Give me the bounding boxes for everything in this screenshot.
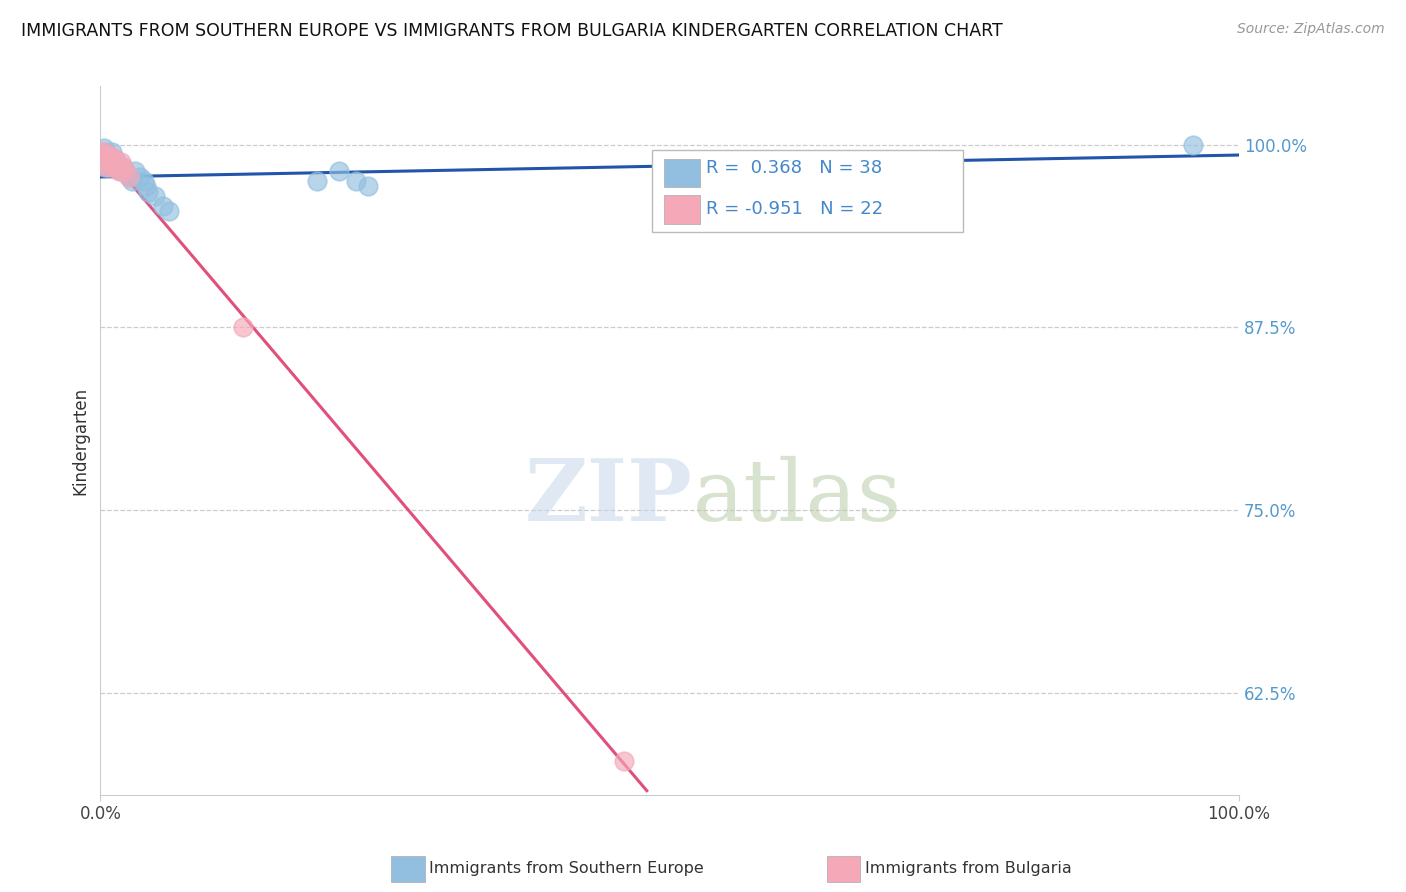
- Point: [143, 189, 166, 203]
- Point: [100, 153, 122, 167]
- Point: [105, 160, 128, 174]
- Text: Immigrants from Southern Europe: Immigrants from Southern Europe: [429, 862, 703, 876]
- Point: [98, 155, 121, 169]
- Point: [93, 155, 115, 169]
- Point: [97, 160, 120, 174]
- Point: [100, 145, 122, 160]
- Point: [101, 160, 124, 174]
- Point: [107, 164, 129, 178]
- Point: [232, 320, 254, 334]
- Point: [93, 145, 115, 160]
- Point: [98, 155, 121, 169]
- Text: ZIP: ZIP: [524, 456, 692, 540]
- Point: [112, 160, 135, 174]
- Point: [97, 153, 120, 167]
- Point: [96, 160, 118, 174]
- Point: [135, 178, 157, 193]
- Y-axis label: Kindergarten: Kindergarten: [72, 386, 89, 495]
- Text: R = -0.951   N = 22: R = -0.951 N = 22: [706, 201, 883, 219]
- Point: [103, 160, 125, 174]
- Point: [112, 160, 135, 174]
- Point: [100, 149, 122, 163]
- Text: IMMIGRANTS FROM SOUTHERN EUROPE VS IMMIGRANTS FROM BULGARIA KINDERGARTEN CORRELA: IMMIGRANTS FROM SOUTHERN EUROPE VS IMMIG…: [21, 22, 1002, 40]
- Point: [132, 174, 155, 188]
- Point: [91, 153, 114, 167]
- Text: Immigrants from Bulgaria: Immigrants from Bulgaria: [865, 862, 1071, 876]
- Point: [96, 153, 118, 167]
- Point: [91, 153, 114, 167]
- Point: [94, 149, 117, 163]
- Point: [110, 164, 132, 178]
- Point: [101, 155, 124, 169]
- Point: [94, 155, 117, 169]
- Text: atlas: atlas: [692, 456, 901, 539]
- Point: [103, 153, 125, 167]
- Text: R =  0.368   N = 38: R = 0.368 N = 38: [706, 159, 882, 177]
- Point: [100, 160, 122, 174]
- Point: [136, 185, 159, 199]
- Point: [97, 149, 120, 163]
- Point: [613, 755, 636, 769]
- Point: [90, 145, 112, 160]
- Point: [328, 164, 350, 178]
- Point: [107, 160, 129, 174]
- Point: [107, 160, 129, 174]
- Point: [107, 155, 129, 169]
- Point: [94, 145, 117, 160]
- Point: [104, 158, 127, 172]
- Point: [93, 160, 115, 174]
- Point: [114, 164, 136, 178]
- Point: [104, 153, 127, 167]
- Point: [305, 174, 328, 188]
- Point: [129, 169, 152, 184]
- Point: [110, 155, 132, 169]
- Point: [152, 199, 174, 213]
- Point: [118, 169, 141, 184]
- Point: [1182, 137, 1205, 152]
- Point: [121, 174, 143, 188]
- Point: [94, 149, 117, 163]
- Point: [94, 155, 117, 169]
- Point: [100, 155, 122, 169]
- Point: [118, 169, 141, 184]
- Point: [90, 145, 112, 160]
- Point: [124, 164, 146, 178]
- Text: Source: ZipAtlas.com: Source: ZipAtlas.com: [1237, 22, 1385, 37]
- Point: [357, 178, 380, 193]
- Point: [157, 203, 180, 218]
- Point: [93, 141, 115, 155]
- Point: [114, 164, 136, 178]
- Point: [346, 174, 368, 188]
